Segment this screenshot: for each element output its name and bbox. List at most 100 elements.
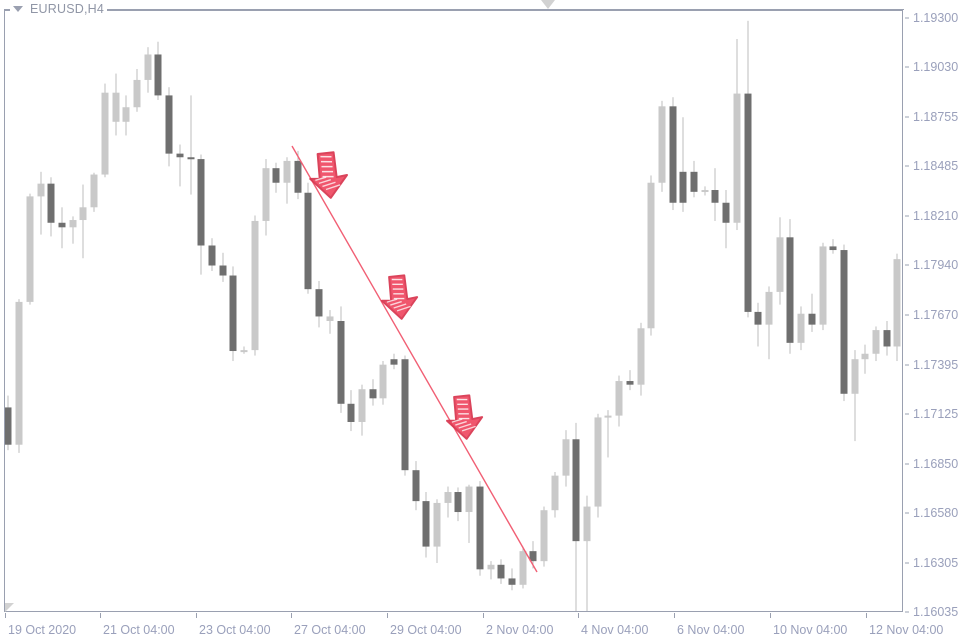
candlestick <box>808 293 816 332</box>
candlestick <box>679 117 687 212</box>
candlestick <box>122 95 130 136</box>
price-tick-label: 1.17940 <box>913 258 959 273</box>
candlestick <box>262 159 270 236</box>
annotation-overlay[interactable] <box>5 11 902 611</box>
price-tick-mark <box>905 66 909 68</box>
time-tick-label: 23 Oct 04:00 <box>199 623 271 637</box>
price-tick-label: 1.16035 <box>913 605 959 619</box>
price-tick-label: 1.19030 <box>913 60 959 75</box>
candlestick <box>347 390 355 432</box>
candlestick <box>304 182 312 294</box>
candlestick <box>615 375 623 427</box>
candlestick <box>79 184 87 259</box>
price-tick-label: 1.17670 <box>913 307 959 322</box>
price-tick-mark <box>905 314 909 316</box>
price-tick-label: 1.17125 <box>913 406 959 421</box>
price-tick-mark <box>905 17 909 19</box>
time-tick-mark <box>578 613 579 618</box>
candlestick <box>893 253 901 362</box>
candlestick <box>658 100 666 192</box>
candlestick <box>433 499 441 563</box>
candlestick <box>187 95 195 195</box>
candlestick <box>358 384 366 436</box>
symbol-label[interactable]: EURUSD,H4 <box>10 2 108 16</box>
candlestick <box>465 484 473 543</box>
candlestick <box>390 353 398 370</box>
candlestick <box>197 154 205 275</box>
candlestick <box>744 20 752 318</box>
candlestick <box>647 175 655 336</box>
time-tick-mark <box>5 613 6 618</box>
price-tick-label: 1.19300 <box>913 11 959 25</box>
time-tick-mark <box>291 613 292 618</box>
top-border-rule <box>4 9 904 10</box>
chevron-down-icon[interactable] <box>13 6 23 12</box>
candlestick <box>711 168 719 221</box>
candlestick <box>701 186 709 196</box>
candlestick <box>872 326 880 362</box>
time-tick-label: 6 Nov 04:00 <box>677 623 745 637</box>
candlestick <box>58 207 66 249</box>
candlestick <box>476 481 484 576</box>
time-tick-label: 12 Nov 04:00 <box>869 623 944 637</box>
candlestick <box>637 322 645 396</box>
price-tick-label: 1.18210 <box>913 209 959 224</box>
candlestick <box>519 546 527 589</box>
candlestick <box>765 286 773 360</box>
candlestick <box>401 355 409 476</box>
candlestick <box>572 422 580 611</box>
candlestick <box>733 39 741 231</box>
candlestick <box>240 346 248 354</box>
symbol-timeframe-text: EURUSD,H4 <box>30 2 105 16</box>
price-tick-mark <box>905 116 909 118</box>
downtrend-line[interactable] <box>291 145 538 573</box>
candlestick <box>315 280 323 328</box>
time-tick-mark <box>387 613 388 618</box>
candlestick <box>508 568 516 591</box>
crosshair-corner-marker <box>5 603 14 612</box>
candlestick <box>272 162 280 193</box>
price-tick-mark <box>905 264 909 266</box>
candlestick <box>283 157 291 204</box>
candlestick <box>208 238 216 271</box>
price-tick-label: 1.16850 <box>913 456 959 471</box>
time-tick-label: 4 Nov 04:00 <box>581 623 649 637</box>
price-tick-mark <box>905 364 909 366</box>
candlestick <box>412 461 420 511</box>
candlestick <box>47 177 55 237</box>
candlestick <box>337 306 345 413</box>
candlestick <box>454 487 462 522</box>
price-tick-mark <box>905 215 909 217</box>
candlestick <box>26 193 34 305</box>
candlestick <box>562 430 570 487</box>
price-tick-mark <box>905 562 909 564</box>
price-tick-mark <box>905 611 909 613</box>
candlestick <box>819 242 827 331</box>
sell-arrow-3[interactable] <box>445 394 485 441</box>
candlestick <box>883 321 891 356</box>
price-plot-area[interactable] <box>4 10 903 612</box>
time-tick-label: 19 Oct 2020 <box>8 623 77 637</box>
candlestick <box>604 410 612 458</box>
candlestick <box>776 217 784 305</box>
candlestick <box>851 350 859 442</box>
candlestick-series <box>5 20 901 611</box>
candlestick <box>829 239 837 254</box>
candlestick <box>144 47 152 93</box>
time-tick-label: 29 Oct 04:00 <box>390 623 462 637</box>
candlestick <box>540 506 548 567</box>
candlestick <box>594 413 602 518</box>
candlestick <box>487 561 495 580</box>
time-axis[interactable]: 19 Oct 2020 21 Oct 04:00 23 Oct 04:00 27 Oc… <box>0 613 960 640</box>
candlestick <box>626 370 634 391</box>
candlestick <box>326 310 334 334</box>
candlestick <box>583 495 591 611</box>
candlestick <box>154 41 162 100</box>
price-axis[interactable]: 1.19300 1.19030 1.18755 1.18485 1.18210 1.179… <box>905 0 960 640</box>
sell-arrow-2[interactable] <box>380 274 420 321</box>
candlestick <box>37 171 45 235</box>
sell-arrow-1[interactable] <box>308 151 350 200</box>
price-tick-label: 1.16305 <box>913 555 959 570</box>
candlestick <box>786 219 794 354</box>
